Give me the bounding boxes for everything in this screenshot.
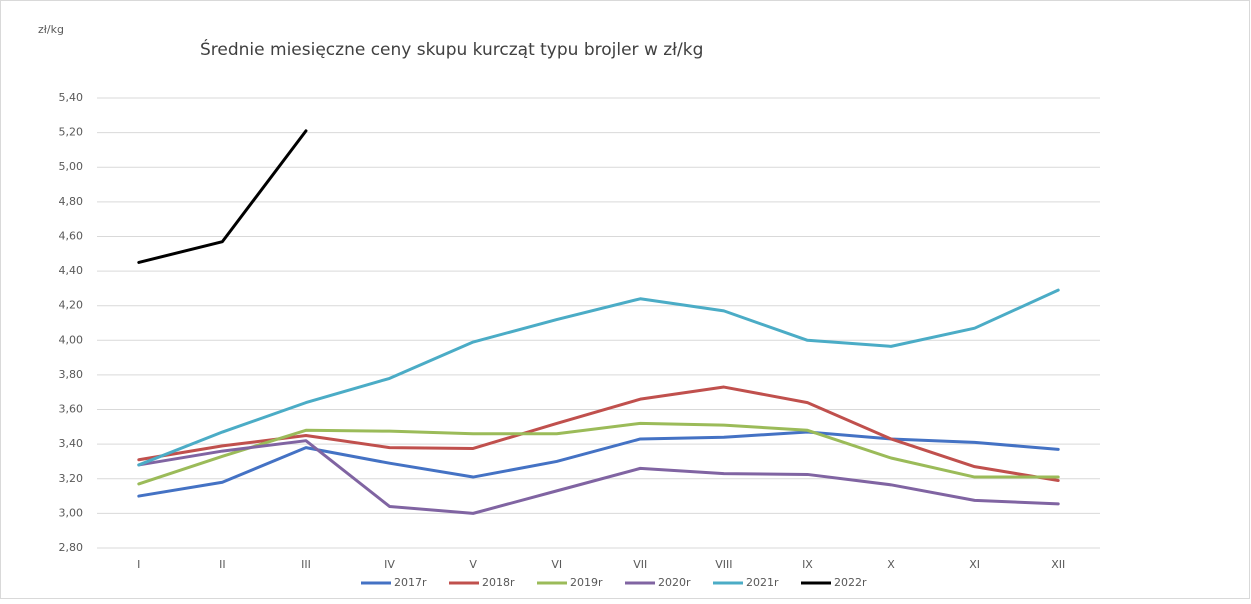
x-tick-label: XII bbox=[1051, 558, 1065, 571]
series-line bbox=[137, 421, 1060, 486]
x-tick-label: V bbox=[469, 558, 477, 571]
legend-label: 2018r bbox=[482, 576, 515, 589]
y-tick-label: 4,60 bbox=[59, 229, 84, 242]
y-tick-label: 5,00 bbox=[59, 160, 84, 173]
y-tick-label: 3,20 bbox=[59, 472, 84, 485]
y-tick-label: 3,80 bbox=[59, 368, 84, 381]
legend-label: 2022r bbox=[834, 576, 867, 589]
series-line bbox=[137, 430, 1060, 498]
y-tick-label: 2,80 bbox=[59, 541, 84, 554]
y-tick-label: 4,20 bbox=[59, 299, 84, 312]
series-line bbox=[137, 385, 1060, 482]
y-tick-label: 4,80 bbox=[59, 195, 84, 208]
y-tick-label: 5,40 bbox=[59, 91, 84, 104]
y-axis-label: zł/kg bbox=[38, 23, 64, 36]
series-line bbox=[137, 129, 308, 264]
legend-label: 2019r bbox=[570, 576, 603, 589]
series-line bbox=[137, 439, 1060, 515]
x-tick-label: IX bbox=[802, 558, 813, 571]
x-tick-label: VIII bbox=[715, 558, 732, 571]
legend-label: 2021r bbox=[746, 576, 779, 589]
x-tick-label: III bbox=[301, 558, 311, 571]
legend-label: 2017r bbox=[394, 576, 427, 589]
x-tick-label: IV bbox=[384, 558, 395, 571]
y-tick-label: 4,40 bbox=[59, 264, 84, 277]
y-tick-label: 3,60 bbox=[59, 403, 84, 416]
x-tick-label: II bbox=[219, 558, 226, 571]
x-tick-label: I bbox=[137, 558, 140, 571]
legend-label: 2020r bbox=[658, 576, 691, 589]
y-tick-label: 3,40 bbox=[59, 437, 84, 450]
y-tick-label: 4,00 bbox=[59, 333, 84, 346]
y-tick-label: 3,00 bbox=[59, 506, 84, 519]
chart-title: Średnie miesięczne ceny skupu kurcząt ty… bbox=[200, 38, 703, 60]
x-tick-label: XI bbox=[969, 558, 980, 571]
x-tick-label: X bbox=[887, 558, 895, 571]
y-tick-label: 5,20 bbox=[59, 126, 84, 139]
series-line bbox=[137, 288, 1060, 467]
x-tick-label: VI bbox=[551, 558, 562, 571]
x-tick-label: VII bbox=[633, 558, 647, 571]
